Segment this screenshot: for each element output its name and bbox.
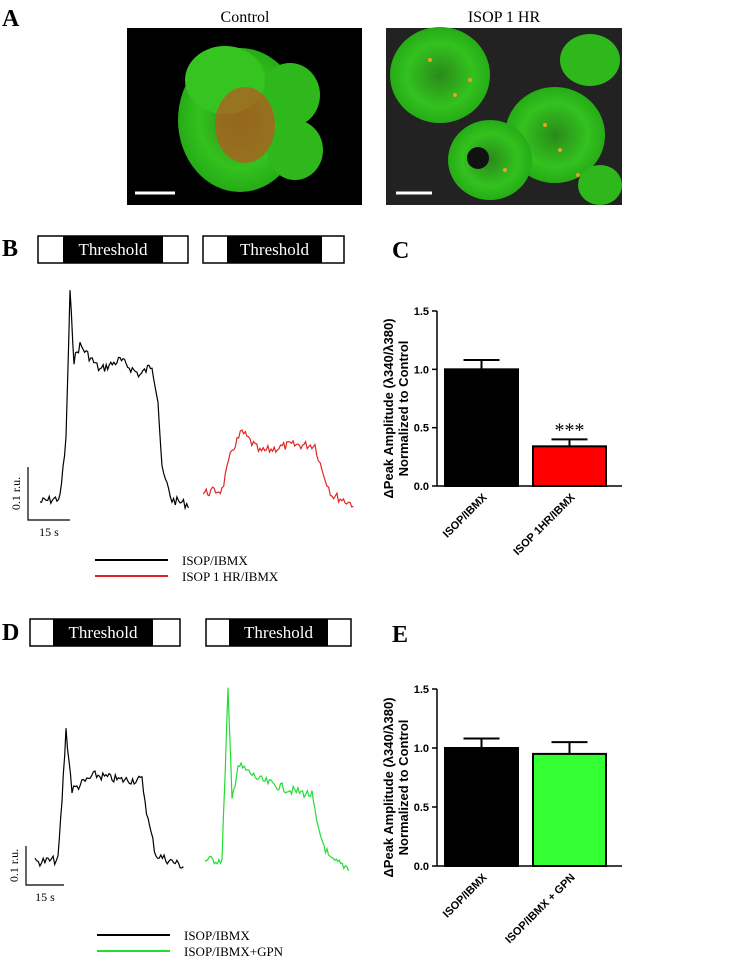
x-tick-label: ISOP 1HR/IBMX [511, 491, 578, 558]
y-tick-label: 1.0 [414, 364, 429, 376]
micrograph [127, 28, 362, 205]
image-title: Control [221, 9, 270, 26]
scale-bar [27, 467, 70, 521]
protocol-label: Threshold [240, 240, 309, 259]
y-axis-title: Normalized to Control [396, 341, 411, 477]
y-tick-label: 1.5 [414, 306, 429, 318]
x-tick-label: ISOP/IBMX + GPN [503, 872, 577, 946]
y-axis-title: Normalized to Control [396, 720, 411, 856]
legend-label: ISOP/IBMX [184, 928, 250, 943]
y-axis-title: ΔPeak Amplitude (λ340/λ380) [381, 318, 396, 498]
protocol-threshold [227, 236, 322, 263]
y-tick-label: 0.5 [414, 802, 429, 814]
protocol-label: Threshold [69, 623, 138, 642]
legend-label: ISOP/IBMX [182, 553, 248, 568]
trace [204, 687, 350, 872]
trace [39, 290, 189, 511]
x-tick-label: ISOP/IBMX [441, 871, 490, 920]
scale-label: 0.1 r.u. [7, 849, 21, 882]
protocol-threshold [53, 619, 153, 646]
y-tick-label: 0.5 [414, 423, 429, 435]
protocol-threshold [63, 236, 163, 263]
legend-label: ISOP 1 HR/IBMX [182, 569, 279, 584]
panel-label: B [2, 236, 18, 262]
scale-label: 0.1 r.u. [9, 477, 23, 510]
image-title: ISOP 1 HR [468, 9, 541, 26]
legend-label: ISOP/IBMX+GPN [184, 944, 284, 959]
y-tick-label: 1.0 [414, 743, 429, 755]
bar [532, 445, 607, 488]
scale-label: 15 s [39, 525, 59, 539]
scale-label: 15 s [35, 890, 55, 904]
y-tick-label: 1.5 [414, 684, 429, 696]
micrograph [386, 27, 622, 205]
x-tick-label: ISOP/IBMX [441, 491, 490, 540]
y-axis-title: ΔPeak Amplitude (λ340/λ380) [381, 697, 396, 877]
scale-bar [25, 846, 64, 886]
panel-label: D [2, 620, 19, 646]
protocol-label: Threshold [79, 240, 148, 259]
bar [444, 368, 519, 488]
panel-label: A [2, 6, 20, 32]
bar [532, 752, 607, 868]
panel-label: C [392, 238, 409, 264]
y-tick-label: 0.0 [414, 481, 429, 493]
trace [202, 429, 354, 508]
panel-label: E [392, 622, 408, 648]
trace [34, 728, 184, 869]
protocol-threshold [229, 619, 328, 646]
protocol-label: Threshold [244, 623, 313, 642]
annotation: *** [555, 419, 585, 441]
y-tick-label: 0.0 [414, 861, 429, 873]
bar [444, 747, 519, 867]
